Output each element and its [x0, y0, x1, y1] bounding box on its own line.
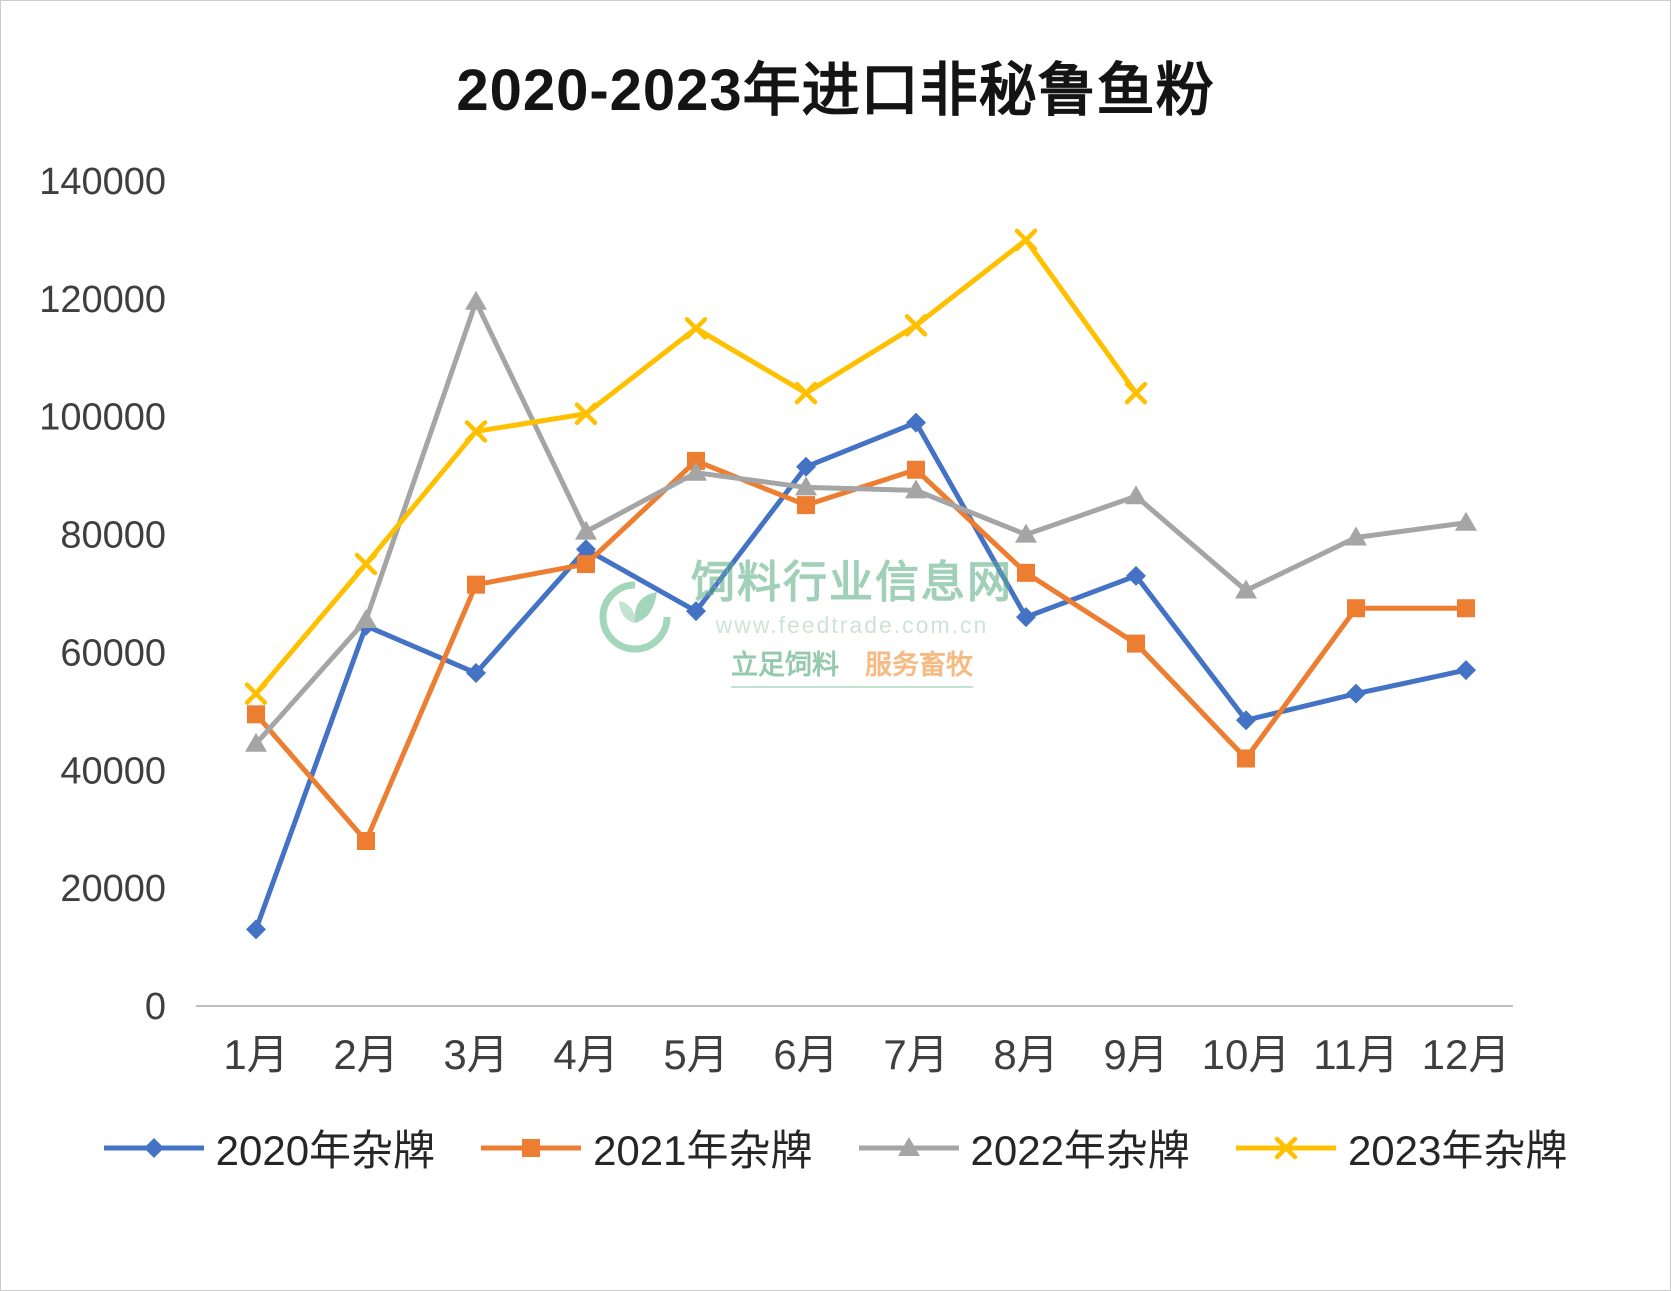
data-point-marker-square	[467, 575, 485, 594]
legend-label: 2020年杂牌	[215, 1127, 436, 1174]
x-axis-tick-label: 12月	[1422, 1031, 1511, 1078]
data-point-marker-diamond	[143, 1137, 164, 1158]
y-axis-tick-label: 40000	[60, 750, 166, 792]
data-point-marker-square	[1457, 599, 1475, 618]
data-point-marker-diamond	[466, 663, 486, 684]
legend-marker-x-icon	[1235, 1136, 1336, 1159]
legend-marker-triangle-icon	[858, 1136, 959, 1156]
y-axis-tick-label: 0	[145, 986, 166, 1028]
data-point-marker-diamond	[1346, 683, 1366, 704]
data-point-marker-square	[247, 705, 265, 724]
series-line	[253, 299, 1469, 747]
data-point-marker-diamond	[1016, 607, 1036, 628]
data-point-marker-triangle	[355, 609, 377, 629]
data-point-marker-triangle	[1345, 526, 1367, 546]
series-2023	[244, 228, 1148, 705]
series-line	[253, 458, 1469, 844]
data-point-marker-diamond	[686, 601, 706, 622]
y-axis-tick-label: 20000	[60, 868, 166, 910]
data-point-marker-triangle	[245, 732, 267, 752]
legend-item-2023: 2023年杂牌	[1235, 1117, 1568, 1178]
data-point-marker-x	[1274, 1136, 1298, 1159]
data-point-marker-triangle	[795, 476, 817, 496]
data-point-marker-x	[1014, 228, 1038, 252]
data-point-marker-x	[464, 420, 488, 443]
data-point-marker-square	[357, 832, 375, 850]
data-point-marker-square	[797, 496, 815, 515]
data-point-marker-triangle	[1455, 511, 1477, 531]
legend-label: 2022年杂牌	[970, 1127, 1190, 1174]
series-2021	[247, 451, 1475, 850]
data-point-marker-triangle	[1235, 579, 1257, 599]
data-point-marker-square	[577, 555, 595, 574]
legend-item-2020: 2020年杂牌	[103, 1117, 436, 1178]
data-point-marker-x	[574, 402, 598, 426]
data-point-marker-x	[794, 381, 818, 405]
x-axis-tick-label: 7月	[883, 1031, 948, 1078]
data-point-marker-diamond	[1126, 565, 1146, 586]
data-point-marker-square	[1347, 599, 1365, 618]
data-point-marker-triangle	[1125, 485, 1147, 505]
data-point-marker-x	[354, 552, 378, 576]
y-axis-tick-label: 60000	[60, 632, 166, 674]
data-point-marker-square	[1237, 749, 1255, 768]
data-point-marker-triangle	[897, 1136, 920, 1156]
y-axis-tick-label: 100000	[39, 397, 166, 439]
data-point-marker-square	[1127, 634, 1145, 653]
x-axis-tick-label: 5月	[663, 1031, 728, 1078]
data-point-marker-triangle	[575, 520, 597, 540]
series-2020	[246, 412, 1476, 940]
data-point-marker-diamond	[576, 539, 596, 560]
x-axis-tick-label: 1月	[223, 1031, 288, 1078]
data-point-marker-x	[1124, 381, 1148, 405]
legend-marker-square-icon	[481, 1138, 582, 1157]
data-point-marker-diamond	[906, 412, 926, 433]
x-axis-tick-label: 9月	[1103, 1031, 1168, 1078]
y-axis-tick-label: 120000	[39, 279, 166, 321]
x-axis-tick-label: 3月	[443, 1031, 508, 1078]
legend-label: 2023年杂牌	[1347, 1127, 1568, 1174]
y-axis-tick-label: 140000	[39, 161, 166, 203]
data-point-marker-triangle	[1015, 523, 1037, 543]
y-axis-tick-label: 80000	[60, 515, 166, 557]
data-point-marker-x	[904, 314, 928, 337]
legend-item-2021: 2021年杂牌	[481, 1117, 813, 1178]
x-axis-tick-label: 4月	[553, 1031, 618, 1078]
data-point-marker-square	[522, 1138, 541, 1157]
x-axis-tick-label: 11月	[1313, 1031, 1399, 1078]
x-axis-tick-label: 2月	[333, 1031, 398, 1078]
data-point-marker-diamond	[1236, 710, 1256, 731]
legend-label: 2021年杂牌	[593, 1127, 813, 1174]
data-point-marker-diamond	[796, 456, 816, 477]
legend-marker-diamond-icon	[103, 1137, 204, 1158]
data-point-marker-triangle	[905, 479, 927, 499]
data-point-marker-triangle	[465, 290, 487, 310]
x-axis-tick-label: 8月	[993, 1031, 1058, 1078]
chart-title: 2020-2023年进口非秘鲁鱼粉	[456, 58, 1215, 123]
data-point-marker-square	[1017, 563, 1035, 582]
series-line	[253, 420, 1469, 932]
data-point-marker-x	[684, 317, 708, 340]
x-axis-tick-label: 10月	[1202, 1031, 1291, 1078]
data-point-marker-x	[244, 682, 268, 705]
x-axis-tick-label: 6月	[773, 1031, 838, 1078]
series-2022	[245, 290, 1477, 752]
data-point-marker-square	[907, 460, 925, 479]
legend-item-2022: 2022年杂牌	[858, 1117, 1190, 1178]
data-point-marker-square	[687, 451, 705, 470]
data-point-marker-triangle	[685, 461, 707, 481]
chart-legend: 2020年杂牌 2021年杂牌 2022年杂牌 2023年杂牌	[1, 1117, 1670, 1178]
data-point-marker-diamond	[246, 919, 266, 940]
data-point-marker-diamond	[1456, 660, 1476, 681]
